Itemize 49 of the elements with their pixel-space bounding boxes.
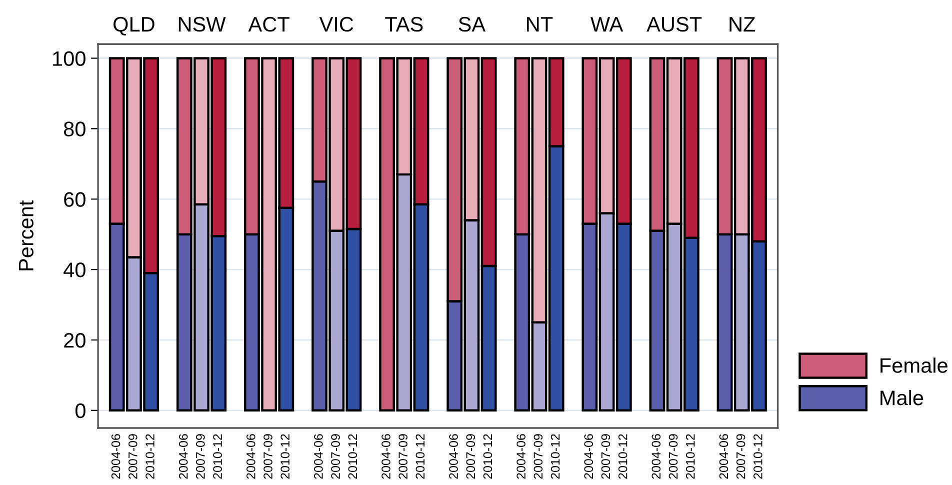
x-tick-label: 2004-06 xyxy=(584,434,594,479)
x-tick-label: 2007-09 xyxy=(128,434,138,479)
text: NSW xyxy=(178,16,226,32)
text: NT xyxy=(527,17,553,32)
x-tick-label: 2007-09 xyxy=(668,434,678,479)
x-tick-label: 2004-06 xyxy=(314,434,323,479)
y-tick-label: 40 xyxy=(64,262,86,278)
y-axis-title: Percent xyxy=(18,200,34,270)
text: WA xyxy=(590,17,624,32)
x-tick-label: 2007-09 xyxy=(534,434,543,479)
text: ACT xyxy=(248,16,290,32)
x-tick-label: 2010-12 xyxy=(416,434,425,479)
x-tick-label: 2004-06 xyxy=(719,434,728,479)
x-tick-label: 2004-06 xyxy=(382,434,390,479)
x-tick-label: 2010-12 xyxy=(213,434,222,479)
text: SA xyxy=(458,16,486,32)
x-tick-label: 2007-09 xyxy=(331,434,340,479)
x-tick-label: 2004-06 xyxy=(246,434,256,479)
text: QLD xyxy=(114,16,154,36)
y-tick-label: 0 xyxy=(75,403,86,418)
x-tick-label: 2010-12 xyxy=(348,434,358,479)
text: AUST xyxy=(646,16,702,32)
text: TAS xyxy=(385,16,423,32)
text: NZ xyxy=(730,17,756,32)
x-tick-label: 2007-09 xyxy=(398,434,408,479)
x-tick-label: 2010-12 xyxy=(550,434,560,479)
x-tick-label: 2010-12 xyxy=(483,434,492,479)
text: VIC xyxy=(319,16,354,32)
x-tick-label: 2004-06 xyxy=(449,434,458,479)
y-tick-label: 20 xyxy=(64,332,86,348)
y-tick-label: 60 xyxy=(64,192,86,207)
legend-label: Male xyxy=(880,390,924,406)
x-tick-label: 2010-12 xyxy=(753,434,762,479)
x-tick-label: 2007-09 xyxy=(466,434,476,479)
y-tick-label: 80 xyxy=(64,122,86,136)
x-tick-label: 2004-06 xyxy=(111,434,120,479)
x-tick-label: 2007-09 xyxy=(196,434,205,479)
legend-label: Female xyxy=(880,358,948,373)
x-tick-label: 2007-09 xyxy=(264,434,272,479)
x-tick-label: 2010-12 xyxy=(146,434,154,479)
x-tick-label: 2010-12 xyxy=(618,434,628,479)
y-tick-label: 100 xyxy=(53,51,86,66)
x-tick-label: 2007-09 xyxy=(601,434,610,479)
x-tick-label: 2004-06 xyxy=(516,434,526,479)
x-tick-label: 2004-06 xyxy=(178,434,188,479)
x-tick-label: 2007-09 xyxy=(736,434,746,479)
x-tick-label: 2010-12 xyxy=(686,434,695,479)
x-tick-label: 2010-12 xyxy=(280,434,290,479)
x-tick-label: 2004-06 xyxy=(652,434,661,479)
